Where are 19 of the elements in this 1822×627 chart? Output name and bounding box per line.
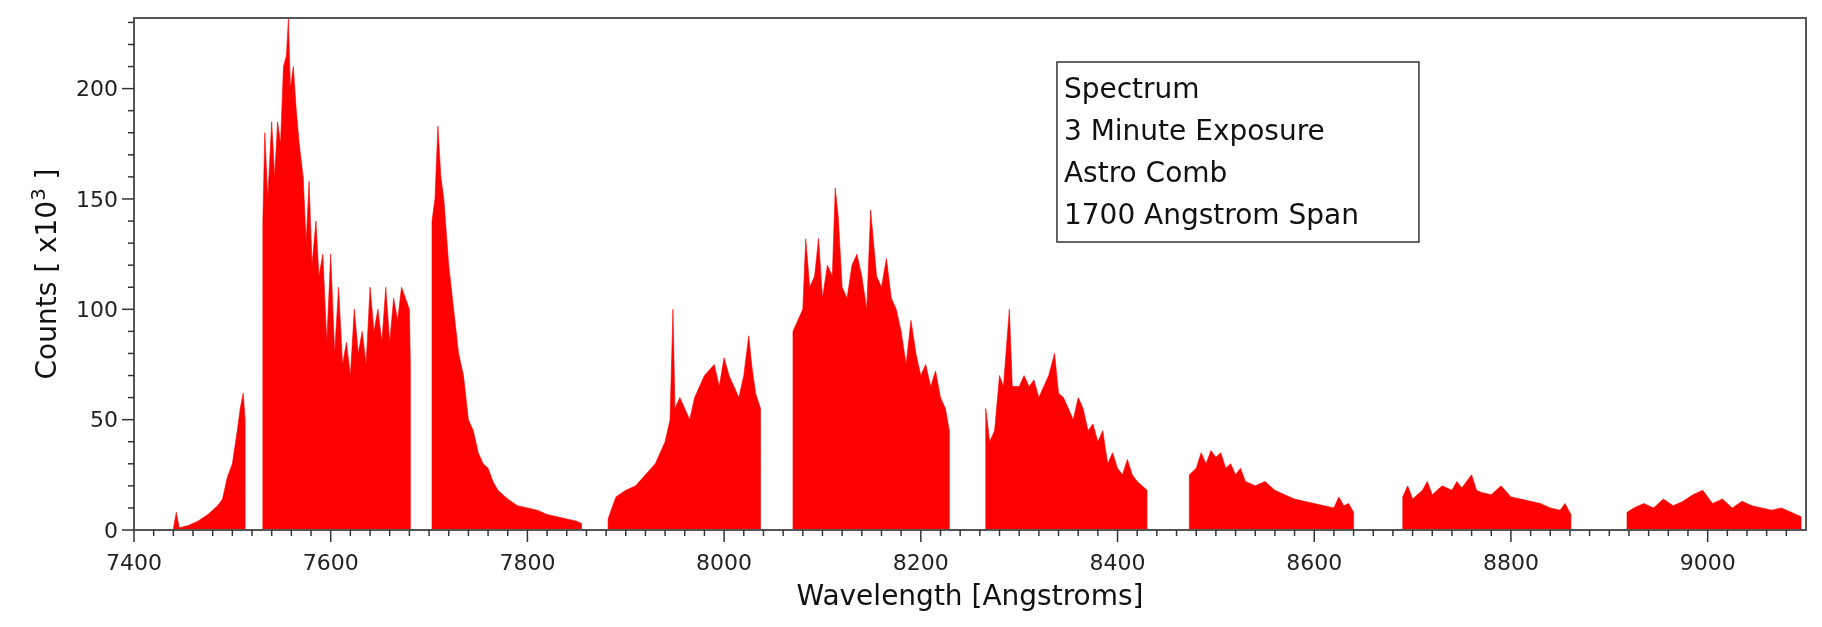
x-tick-label: 7600 — [302, 550, 359, 575]
x-tick-label: 8800 — [1482, 550, 1539, 575]
y-tick-label: 100 — [76, 297, 118, 323]
x-tick-label: 7800 — [499, 550, 556, 575]
annotation: 1700 Angstrom Span — [1063, 198, 1360, 231]
annotation: Astro Comb — [1063, 156, 1228, 189]
x-axis-title: Wavelength [Angstroms] — [796, 579, 1144, 612]
y-tick-label: 150 — [76, 186, 118, 212]
x-tick-label: 9000 — [1679, 550, 1736, 575]
x-tick-label: 8200 — [892, 550, 949, 575]
y-tick-label: 50 — [90, 407, 118, 433]
y-tick-label: 0 — [104, 517, 118, 543]
x-tick-label: 8400 — [1089, 550, 1146, 575]
x-tick-label: 8000 — [696, 550, 753, 575]
x-tick-label: 8600 — [1286, 550, 1343, 575]
annotation: 3 Minute Exposure — [1063, 114, 1325, 147]
x-tick-label: 7400 — [106, 550, 162, 575]
annotation: Spectrum — [1063, 72, 1200, 105]
y-tick-label: 200 — [76, 76, 118, 102]
